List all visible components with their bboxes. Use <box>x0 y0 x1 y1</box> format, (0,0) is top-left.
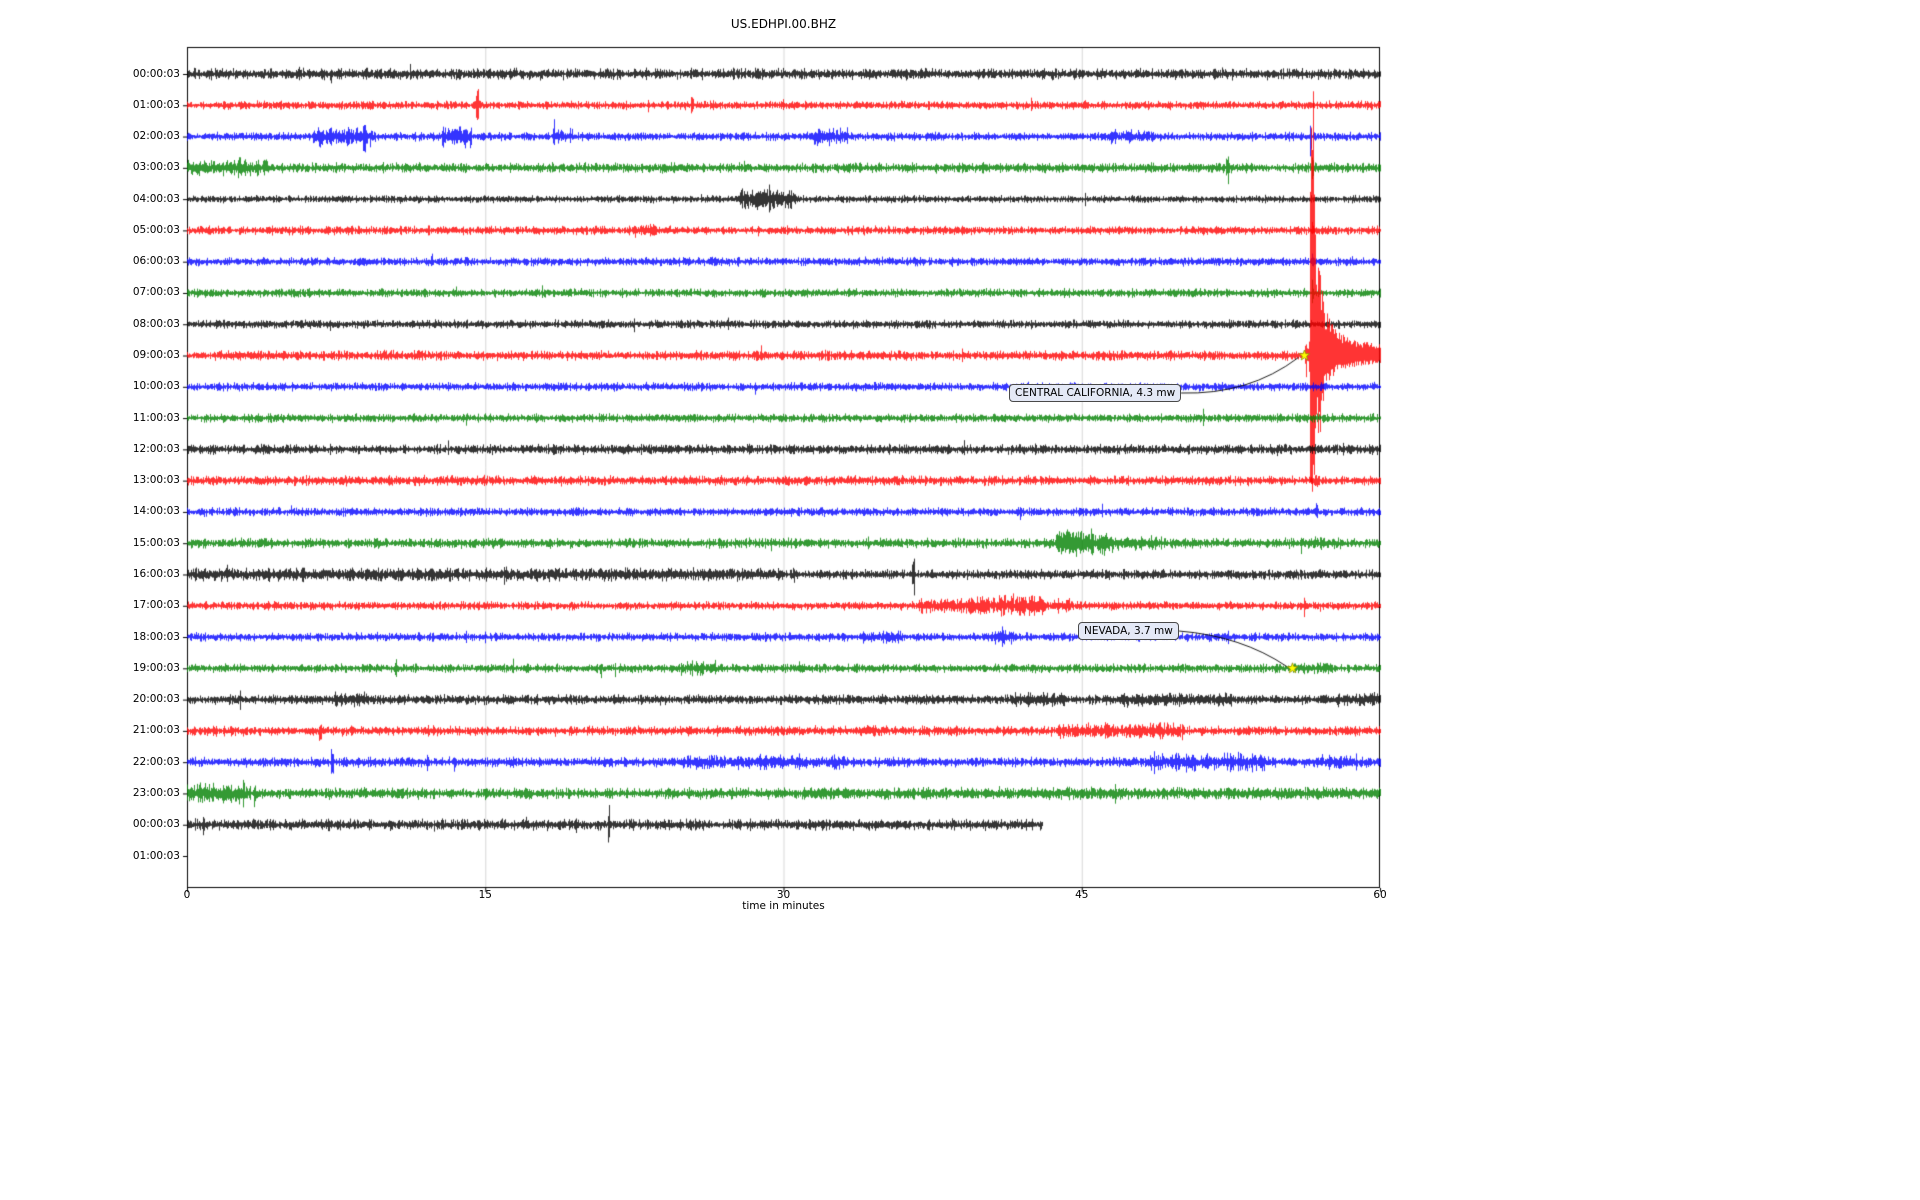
row-time-label: 06:00:03 <box>132 255 180 268</box>
row-time-label: 08:00:03 <box>132 317 180 330</box>
row-time-label: 15:00:03 <box>132 536 180 549</box>
row-time-label: 03:00:03 <box>132 161 180 174</box>
event-annotation-central-california: CENTRAL CALIFORNIA, 4.3 mw <box>1009 384 1182 402</box>
row-time-label: 01:00:03 <box>132 849 180 862</box>
x-axis-label: time in minutes <box>742 900 825 912</box>
row-time-label: 07:00:03 <box>132 286 180 299</box>
row-time-label: 14:00:03 <box>132 505 180 518</box>
x-tick-label: 0 <box>183 889 191 901</box>
row-time-label: 12:00:03 <box>132 442 180 455</box>
event-annotation-nevada: NEVADA, 3.7 mw <box>1078 622 1179 640</box>
row-time-label: 16:00:03 <box>132 567 180 580</box>
row-time-label: 19:00:03 <box>132 661 180 674</box>
row-time-label: 20:00:03 <box>132 693 180 706</box>
x-tick-label: 15 <box>478 889 492 901</box>
row-time-label: 09:00:03 <box>132 349 180 362</box>
x-tick-label: 30 <box>776 889 791 901</box>
row-time-label: 00:00:03 <box>132 818 180 831</box>
row-time-label: 17:00:03 <box>132 599 180 612</box>
row-time-label: 05:00:03 <box>132 223 180 236</box>
row-time-label: 10:00:03 <box>132 380 180 393</box>
row-time-label: 23:00:03 <box>132 786 180 799</box>
row-time-label: 02:00:03 <box>132 130 180 143</box>
row-time-label: 21:00:03 <box>132 724 180 737</box>
row-time-label: 11:00:03 <box>132 411 180 424</box>
figure-title: US.EDHPI.00.BHZ <box>730 17 837 31</box>
row-time-label: 01:00:03 <box>132 98 180 111</box>
row-time-label: 04:00:03 <box>132 192 180 205</box>
row-time-label: 22:00:03 <box>132 755 180 768</box>
x-tick-label: 45 <box>1075 889 1089 901</box>
row-time-label: 18:00:03 <box>132 630 180 643</box>
row-time-label: 00:00:03 <box>132 67 180 80</box>
x-tick-label: 60 <box>1373 889 1387 901</box>
row-time-label: 13:00:03 <box>132 474 180 487</box>
